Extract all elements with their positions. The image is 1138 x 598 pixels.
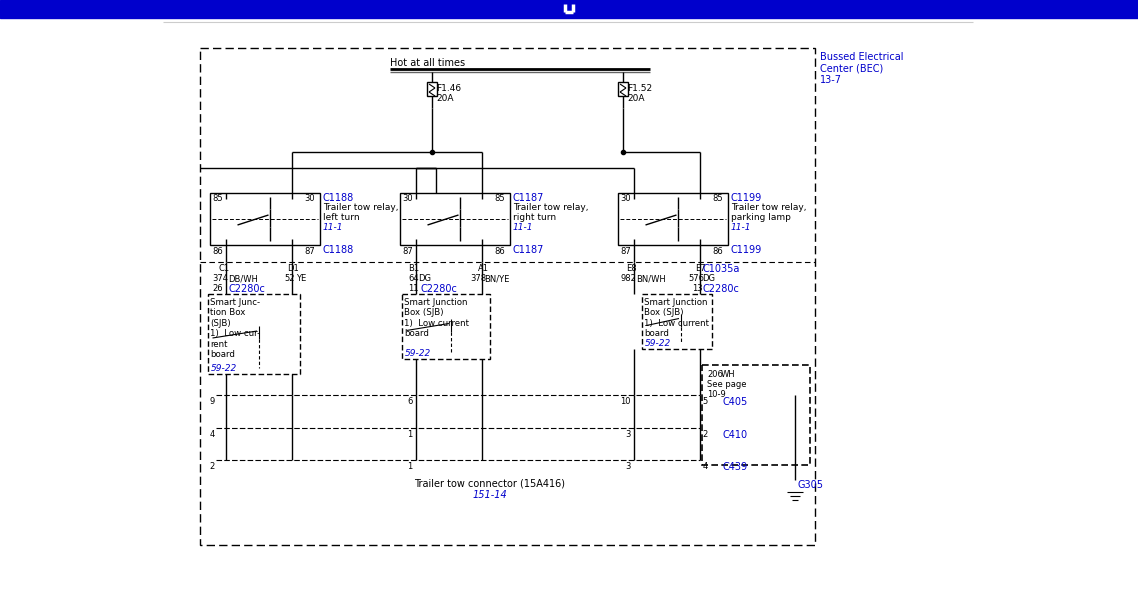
Text: Smart Junction
Box (SJB)
1)  Low current
board: Smart Junction Box (SJB) 1) Low current … [404,298,470,338]
Text: 59-22: 59-22 [404,349,431,358]
Text: 4: 4 [702,462,708,471]
Text: B1: B1 [409,264,420,273]
Text: C1035a: C1035a [702,264,740,274]
Text: Smart Junc-
tion Box
(SJB)
1)  Low cur-
rent
board: Smart Junc- tion Box (SJB) 1) Low cur- r… [211,298,261,359]
Text: Trailer tow connector (15A416): Trailer tow connector (15A416) [414,478,566,488]
Bar [211,193,320,245]
Text: C405: C405 [723,397,748,407]
Text: C2280c: C2280c [421,284,457,294]
Text: F1.46
20A: F1.46 20A [436,84,461,103]
Text: 86: 86 [212,247,223,256]
Text: 87: 87 [304,247,315,256]
Text: 5: 5 [702,397,708,406]
Text: C2280c: C2280c [229,284,265,294]
Text: 87: 87 [402,247,413,256]
Text: BN/YE: BN/YE [485,274,510,283]
Text: 374: 374 [213,274,229,283]
Text: 9: 9 [209,397,214,406]
Text: 87: 87 [620,247,630,256]
Text: 30: 30 [620,194,630,203]
Bar [618,82,628,96]
Text: See page
10-9: See page 10-9 [708,380,747,399]
Bar [702,365,810,465]
Text: WH: WH [720,370,735,379]
Text: 11-1: 11-1 [513,223,534,232]
Text: DG: DG [702,274,716,283]
Text: 11: 11 [409,284,419,293]
Bar [208,294,300,374]
Text: C439: C439 [723,462,748,472]
Text: 85: 85 [212,194,223,203]
Text: Trailer tow relay,
parking lamp: Trailer tow relay, parking lamp [731,203,807,222]
Text: 2: 2 [702,430,708,439]
Text: 30: 30 [304,194,314,203]
Text: YE: YE [297,274,307,283]
Text: 576: 576 [688,274,704,283]
Text: 3: 3 [625,430,630,439]
Text: E7: E7 [695,264,706,273]
Text: 86: 86 [494,247,505,256]
Text: C1187: C1187 [513,193,544,203]
Text: 86: 86 [712,247,723,256]
Text: 2: 2 [209,462,214,471]
Text: Trailer tow relay,
right turn: Trailer tow relay, right turn [513,203,588,222]
Text: 4: 4 [209,430,214,439]
Text: 11-1: 11-1 [323,223,344,232]
Bar [403,294,490,359]
Text: 85: 85 [712,194,723,203]
Text: C1: C1 [218,264,230,273]
Text: 59-22: 59-22 [211,364,237,373]
Text: 1: 1 [407,462,412,471]
Text: 6: 6 [407,397,412,406]
Text: D1: D1 [288,264,299,273]
Text: C1188: C1188 [323,193,354,203]
Text: 11-1: 11-1 [731,223,751,232]
Text: 1: 1 [407,430,412,439]
Text: 151-14: 151-14 [472,490,508,500]
Bar [618,193,728,245]
Text: Hot at all times: Hot at all times [390,58,465,68]
Text: 26: 26 [213,284,223,293]
Text: E8: E8 [627,264,637,273]
Text: Smart Junction
Box (SJB)
1)  Low current
board: Smart Junction Box (SJB) 1) Low current … [644,298,709,338]
Text: 52: 52 [284,274,295,283]
Text: 13: 13 [693,284,703,293]
Text: C410: C410 [723,430,748,440]
Text: DG: DG [419,274,431,283]
Text: 982: 982 [620,274,636,283]
Text: 64: 64 [409,274,419,283]
Text: 30: 30 [402,194,413,203]
Bar [200,48,815,545]
Text: A1: A1 [478,264,488,273]
Text: 378: 378 [470,274,487,283]
Text: C1199: C1199 [731,245,762,255]
Text: 3: 3 [625,462,630,471]
Text: Bussed Electrical
Center (BEC)
13-7: Bussed Electrical Center (BEC) 13-7 [820,52,904,85]
Text: C1187: C1187 [513,245,544,255]
Text: C2280c: C2280c [702,284,740,294]
Text: 59-22: 59-22 [644,339,670,348]
Bar [427,82,437,96]
Text: C1199: C1199 [731,193,762,203]
Text: DB/WH: DB/WH [229,274,258,283]
Text: F1.52
20A: F1.52 20A [627,84,652,103]
Text: Trailer tow relay,
left turn: Trailer tow relay, left turn [323,203,398,222]
Bar [399,193,510,245]
Text: G305: G305 [798,480,824,490]
Bar [0,0,1138,18]
Text: BN/WH: BN/WH [636,274,666,283]
Text: C1188: C1188 [323,245,354,255]
Text: 10: 10 [620,397,630,406]
Bar [643,294,712,349]
Text: 85: 85 [494,194,504,203]
Text: 206: 206 [708,370,724,379]
